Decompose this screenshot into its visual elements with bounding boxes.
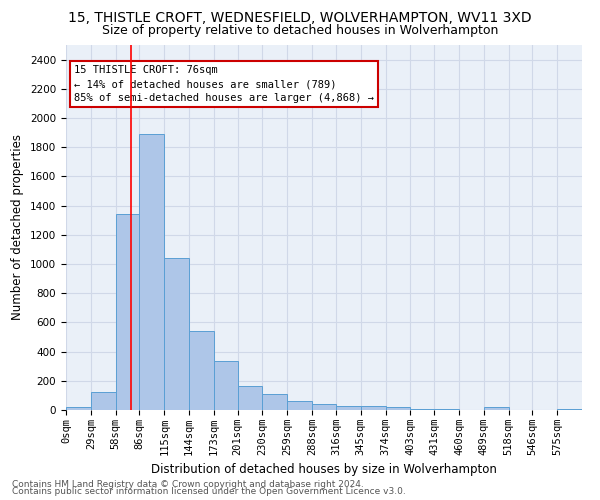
Text: Size of property relative to detached houses in Wolverhampton: Size of property relative to detached ho… xyxy=(102,24,498,37)
Bar xyxy=(336,406,361,410)
Bar xyxy=(287,401,312,410)
Text: Contains HM Land Registry data © Crown copyright and database right 2024.: Contains HM Land Registry data © Crown c… xyxy=(12,480,364,489)
Bar xyxy=(484,407,509,410)
X-axis label: Distribution of detached houses by size in Wolverhampton: Distribution of detached houses by size … xyxy=(151,464,497,476)
Bar xyxy=(557,408,582,410)
Bar xyxy=(91,392,116,410)
Bar xyxy=(361,406,386,410)
Bar xyxy=(164,258,189,410)
Bar xyxy=(386,407,410,410)
Y-axis label: Number of detached properties: Number of detached properties xyxy=(11,134,25,320)
Bar xyxy=(262,394,287,410)
Text: Contains public sector information licensed under the Open Government Licence v3: Contains public sector information licen… xyxy=(12,487,406,496)
Bar xyxy=(189,331,214,410)
Bar xyxy=(312,404,336,410)
Bar xyxy=(139,134,164,410)
Bar xyxy=(116,214,139,410)
Bar xyxy=(66,407,91,410)
Bar xyxy=(214,361,238,410)
Bar xyxy=(410,408,434,410)
Text: 15 THISTLE CROFT: 76sqm
← 14% of detached houses are smaller (789)
85% of semi-d: 15 THISTLE CROFT: 76sqm ← 14% of detache… xyxy=(74,65,374,103)
Bar xyxy=(238,386,262,410)
Text: 15, THISTLE CROFT, WEDNESFIELD, WOLVERHAMPTON, WV11 3XD: 15, THISTLE CROFT, WEDNESFIELD, WOLVERHA… xyxy=(68,12,532,26)
